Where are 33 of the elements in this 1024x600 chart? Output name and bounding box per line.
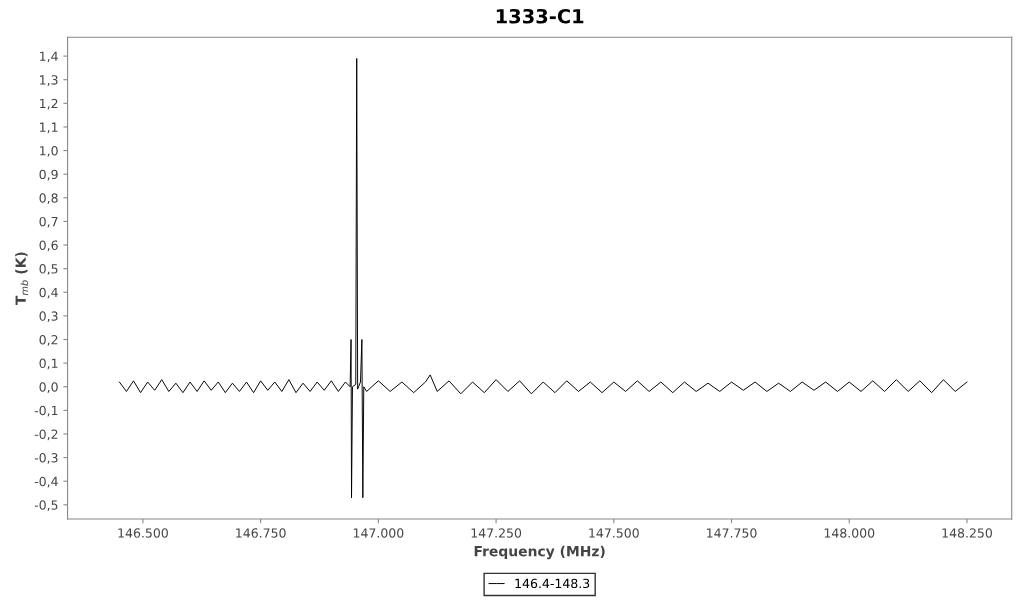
x-tick-label: 147.750 bbox=[707, 528, 757, 538]
y-tick-label: 0,6 bbox=[39, 240, 58, 252]
x-tick-label: 147.000 bbox=[353, 528, 404, 538]
x-tick-label: 148.250 bbox=[942, 528, 992, 538]
x-axis-title: Frequency (MHz) bbox=[474, 545, 605, 560]
y-tick-label: 0,5 bbox=[39, 264, 58, 275]
x-tick-label: 148.000 bbox=[824, 528, 875, 538]
y-tick-label: -0,5 bbox=[34, 500, 58, 512]
x-tick-label: 147.250 bbox=[471, 528, 522, 538]
y-tick-label: 0,4 bbox=[39, 287, 58, 299]
x-tick-label: 146.500 bbox=[118, 528, 168, 538]
x-tick-label: 147.500 bbox=[589, 528, 639, 538]
line-series bbox=[118, 57, 968, 499]
chart-title: 1333-C1 bbox=[496, 8, 584, 24]
y-tick-label: 0,8 bbox=[39, 193, 58, 204]
y-tick-label: 0,3 bbox=[39, 311, 58, 323]
y-tick-label: 0,2 bbox=[39, 334, 58, 346]
y-tick-label: -0,2 bbox=[34, 429, 58, 441]
y-tick-label: 0,7 bbox=[39, 216, 58, 228]
y-axis-title: T$_{mb}$ (K) bbox=[15, 252, 29, 306]
y-tick-label: -0,1 bbox=[34, 405, 58, 417]
y-tick-label: -0,3 bbox=[34, 453, 58, 464]
x-tick-label: 146.750 bbox=[236, 528, 286, 538]
legend-label: 146.4-148.3 bbox=[515, 578, 590, 589]
y-tick-label: 0,9 bbox=[39, 169, 58, 181]
y-tick-label: 0,0 bbox=[39, 382, 58, 393]
y-tick-label: 1,4 bbox=[40, 51, 58, 63]
y-tick-label: -0,4 bbox=[34, 476, 58, 488]
y-tick-label: 1,3 bbox=[40, 75, 58, 86]
y-tick-label: 0,1 bbox=[39, 358, 58, 370]
y-tick-label: 1,2 bbox=[40, 98, 58, 110]
y-tick-label: 1,0 bbox=[40, 146, 58, 157]
y-tick-label: 1,1 bbox=[40, 122, 58, 134]
